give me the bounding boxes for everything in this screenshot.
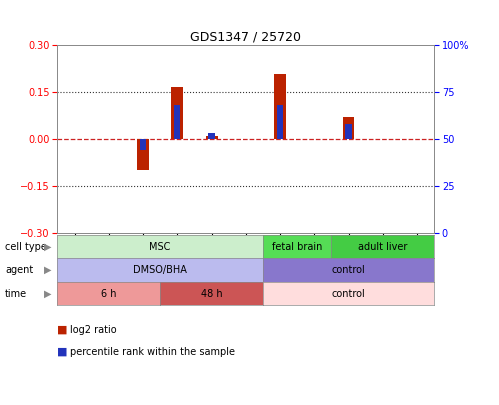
Text: ■: ■ (57, 347, 68, 357)
Bar (137, 139, 149, 170)
Text: log2 ratio: log2 ratio (70, 325, 116, 335)
Bar (342, 117, 354, 139)
Text: DMSO/BHA: DMSO/BHA (133, 265, 187, 275)
Bar (206, 136, 218, 139)
Bar (209, 133, 215, 139)
Text: ■: ■ (57, 325, 68, 335)
Text: ▶: ▶ (43, 265, 51, 275)
Text: 48 h: 48 h (201, 289, 223, 298)
Text: ▶: ▶ (43, 289, 51, 298)
Title: GDS1347 / 25720: GDS1347 / 25720 (190, 30, 301, 43)
Text: fetal brain: fetal brain (272, 242, 322, 252)
Text: control: control (332, 289, 365, 298)
Bar (174, 105, 180, 139)
Bar (140, 139, 146, 150)
Bar (345, 124, 352, 139)
Text: cell type: cell type (5, 242, 47, 252)
Text: agent: agent (5, 265, 33, 275)
Text: percentile rank within the sample: percentile rank within the sample (70, 347, 235, 357)
Text: 6 h: 6 h (101, 289, 116, 298)
Text: MSC: MSC (149, 242, 171, 252)
Text: time: time (5, 289, 27, 298)
Text: ▶: ▶ (43, 242, 51, 252)
Bar (171, 87, 183, 139)
Bar (274, 75, 286, 139)
Bar (277, 105, 283, 139)
Text: adult liver: adult liver (358, 242, 408, 252)
Text: control: control (332, 265, 365, 275)
